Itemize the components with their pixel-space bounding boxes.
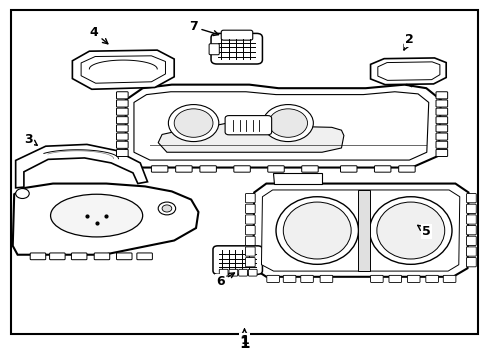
Polygon shape [158,121,343,152]
FancyBboxPatch shape [200,166,216,172]
FancyBboxPatch shape [213,246,262,274]
Ellipse shape [376,202,444,259]
Polygon shape [134,92,428,160]
FancyBboxPatch shape [301,166,318,172]
Ellipse shape [275,197,358,264]
Polygon shape [16,144,147,188]
FancyBboxPatch shape [245,226,255,235]
FancyBboxPatch shape [211,33,262,64]
FancyBboxPatch shape [116,117,128,124]
FancyBboxPatch shape [374,166,390,172]
FancyBboxPatch shape [245,215,255,224]
FancyBboxPatch shape [116,125,128,132]
Polygon shape [377,62,439,80]
FancyBboxPatch shape [209,44,219,55]
Text: 7: 7 [189,21,218,36]
FancyBboxPatch shape [116,141,128,148]
FancyBboxPatch shape [388,275,401,283]
Polygon shape [358,190,369,271]
FancyBboxPatch shape [443,275,455,283]
FancyBboxPatch shape [49,253,65,260]
Ellipse shape [283,202,350,259]
Ellipse shape [369,197,451,264]
FancyBboxPatch shape [466,204,475,213]
FancyBboxPatch shape [71,253,87,260]
FancyBboxPatch shape [466,236,475,246]
Text: 3: 3 [24,132,37,145]
FancyBboxPatch shape [11,10,477,334]
FancyBboxPatch shape [116,108,128,115]
Ellipse shape [50,194,142,237]
FancyBboxPatch shape [435,100,447,107]
FancyBboxPatch shape [175,166,192,172]
Text: 1: 1 [239,336,249,351]
FancyBboxPatch shape [266,275,279,283]
FancyBboxPatch shape [370,275,383,283]
FancyBboxPatch shape [224,116,271,135]
FancyBboxPatch shape [221,30,252,40]
FancyBboxPatch shape [283,275,295,283]
Polygon shape [272,173,322,184]
Polygon shape [81,56,165,83]
Text: 1: 1 [240,329,248,347]
FancyBboxPatch shape [248,269,257,276]
Ellipse shape [158,202,175,215]
FancyBboxPatch shape [435,141,447,148]
FancyBboxPatch shape [435,108,447,115]
FancyBboxPatch shape [435,149,447,157]
FancyBboxPatch shape [398,166,414,172]
FancyBboxPatch shape [116,100,128,107]
FancyBboxPatch shape [30,253,45,260]
FancyBboxPatch shape [116,133,128,140]
FancyBboxPatch shape [245,236,255,246]
FancyBboxPatch shape [300,275,313,283]
FancyBboxPatch shape [94,253,109,260]
Ellipse shape [268,109,307,137]
Text: 4: 4 [90,26,108,44]
FancyBboxPatch shape [245,247,255,256]
FancyBboxPatch shape [320,275,332,283]
FancyBboxPatch shape [116,92,128,99]
FancyBboxPatch shape [435,117,447,124]
FancyBboxPatch shape [233,166,250,172]
FancyBboxPatch shape [425,275,438,283]
FancyBboxPatch shape [267,166,284,172]
Ellipse shape [174,109,213,137]
Polygon shape [125,85,440,167]
FancyBboxPatch shape [137,253,152,260]
Polygon shape [253,184,468,277]
FancyBboxPatch shape [245,194,255,203]
FancyBboxPatch shape [466,226,475,235]
Text: 6: 6 [216,273,234,288]
FancyBboxPatch shape [228,269,237,276]
Polygon shape [261,190,459,271]
FancyBboxPatch shape [245,257,255,267]
FancyBboxPatch shape [466,194,475,203]
Polygon shape [370,58,445,85]
FancyBboxPatch shape [245,204,255,213]
Polygon shape [13,184,198,255]
Ellipse shape [168,104,218,141]
FancyBboxPatch shape [466,247,475,256]
Text: 2: 2 [403,33,413,50]
FancyBboxPatch shape [116,149,128,157]
FancyBboxPatch shape [407,275,419,283]
Polygon shape [72,50,174,89]
FancyBboxPatch shape [435,133,447,140]
Ellipse shape [162,205,171,212]
FancyBboxPatch shape [219,269,227,276]
FancyBboxPatch shape [116,253,132,260]
Ellipse shape [263,104,313,141]
FancyBboxPatch shape [238,269,247,276]
Text: 5: 5 [417,225,430,238]
FancyBboxPatch shape [435,92,447,99]
Ellipse shape [16,189,29,198]
FancyBboxPatch shape [466,215,475,224]
FancyBboxPatch shape [466,257,475,267]
FancyBboxPatch shape [151,166,167,172]
FancyBboxPatch shape [435,125,447,132]
FancyBboxPatch shape [340,166,356,172]
